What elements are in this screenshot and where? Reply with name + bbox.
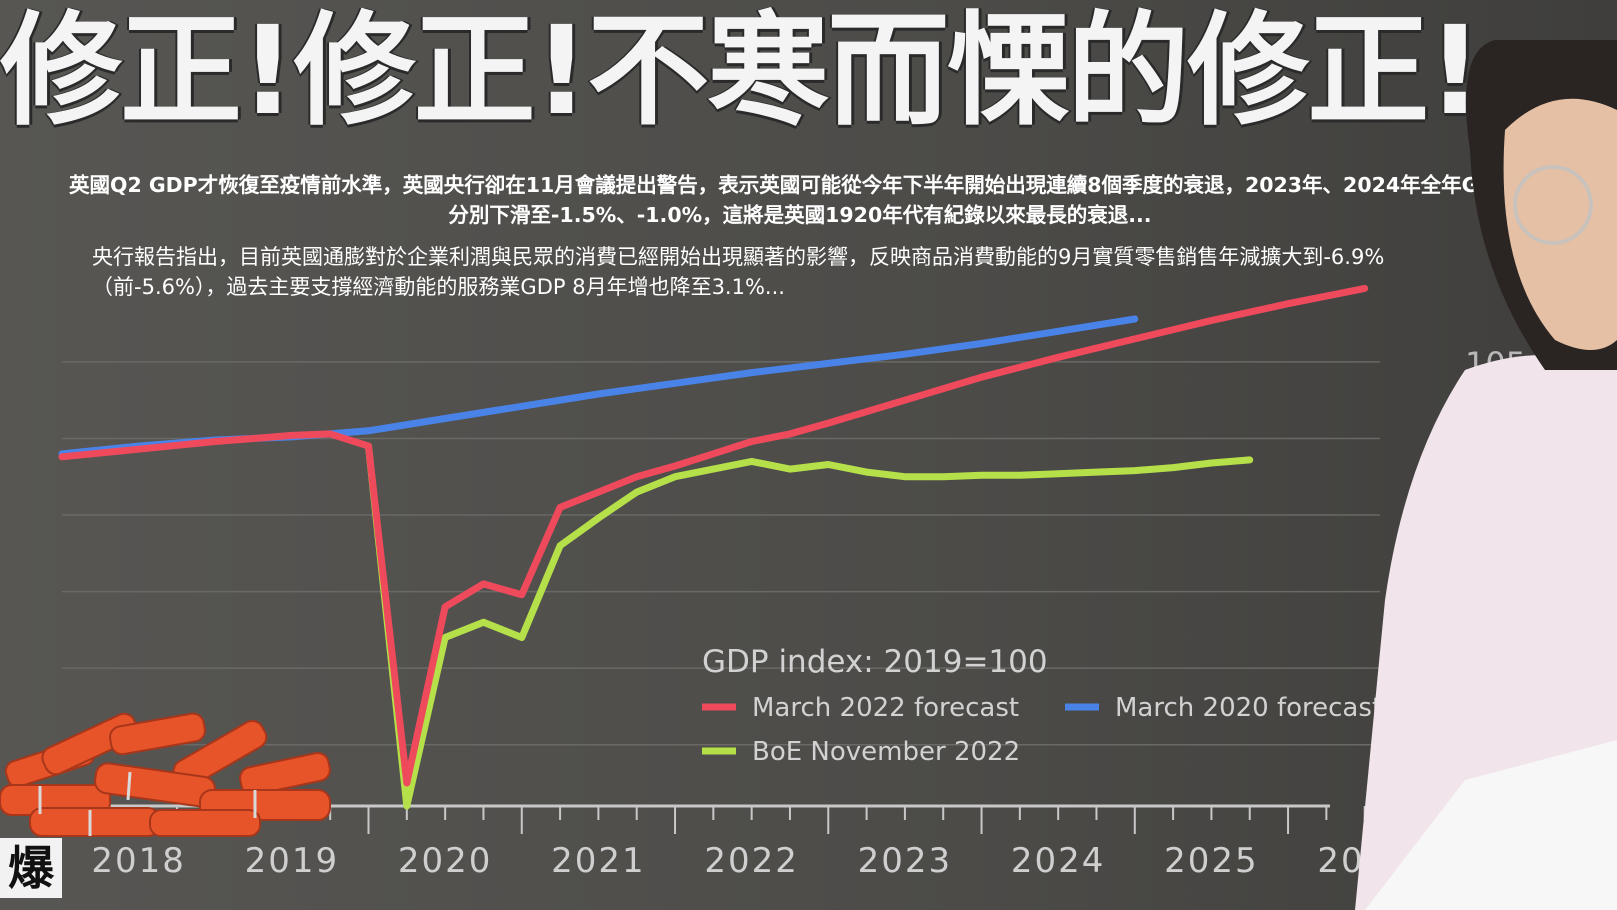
x-tick-label: 2024 xyxy=(1011,841,1106,881)
x-tick-label: 2022 xyxy=(704,841,799,881)
x-tick-label: 2021 xyxy=(551,841,646,881)
x-tick-label: 2018 xyxy=(91,841,186,881)
legend-title: GDP index: 2019=100 xyxy=(702,644,1048,680)
legend-label: March 2022 forecast xyxy=(752,693,1019,723)
detail-paragraph: 央行報告指出，目前英國通膨對於企業利潤與民眾的消費已經開始出現顯著的影響，反映商… xyxy=(92,245,1385,299)
series-line-march-2022-forecast xyxy=(58,284,1369,787)
series-line-boe-november-2022 xyxy=(365,442,1254,810)
dynamite-icon xyxy=(0,712,331,837)
legend-label: BoE November 2022 xyxy=(752,737,1020,767)
headline: 修正!修正!不寒而慄的修正! xyxy=(0,0,1483,142)
summary-paragraph: 英國Q2 GDP才恢復至疫情前水準，英國央行卻在11月會議提出警告，表示英國可能… xyxy=(69,173,1531,227)
overlay-caption: 爆 xyxy=(0,838,62,898)
x-tick-label: 2025 xyxy=(1164,841,1259,881)
x-tick-label: 2023 xyxy=(858,841,953,881)
presenter-figure xyxy=(1355,40,1617,910)
x-tick-label: 2019 xyxy=(245,841,340,881)
legend-label: March 2020 forecast xyxy=(1115,693,1382,723)
x-tick-label: 2020 xyxy=(398,841,493,881)
